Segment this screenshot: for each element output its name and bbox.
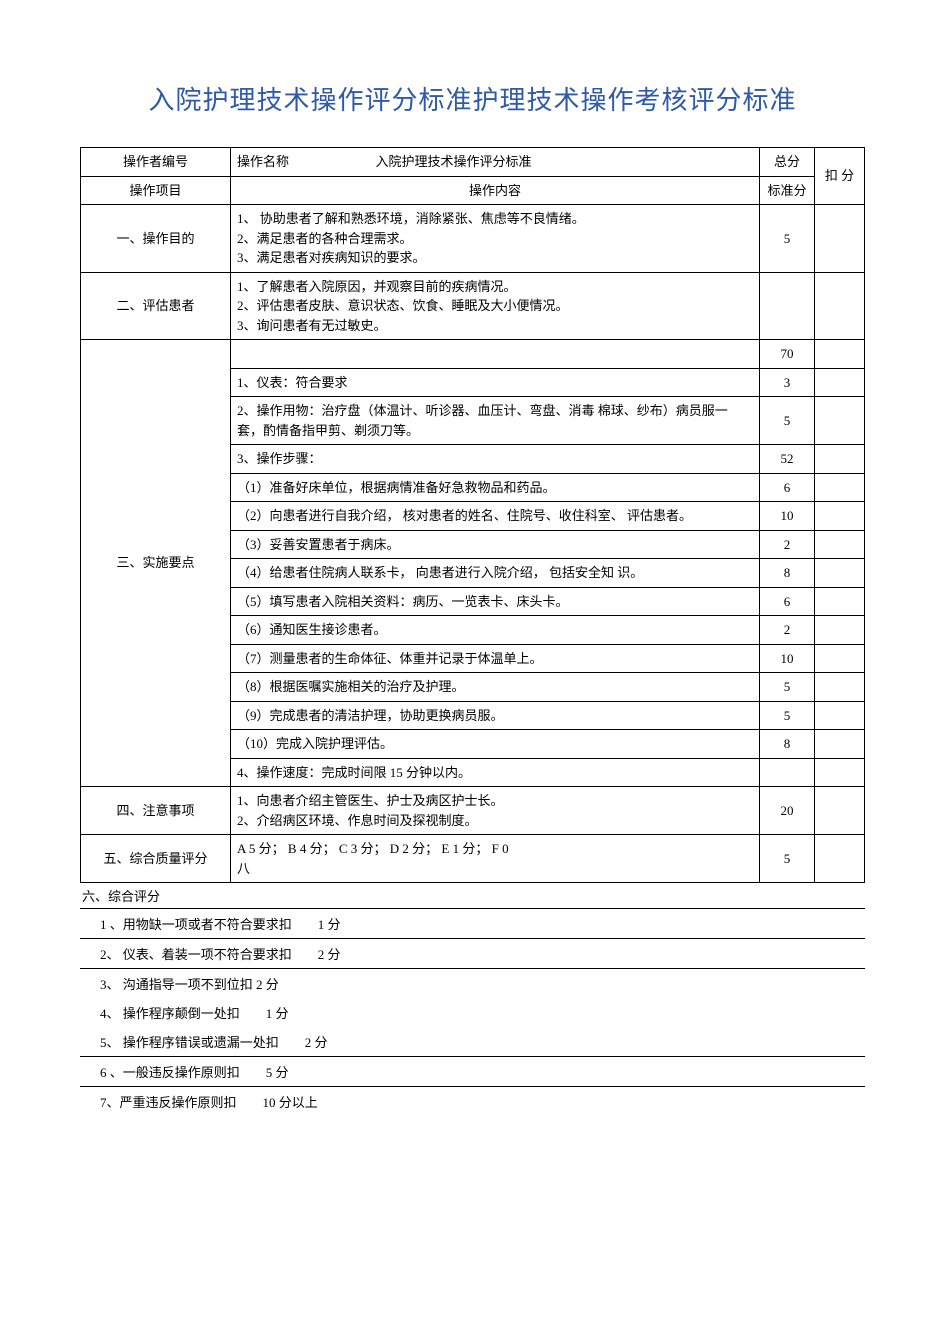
section-1-name: 一、操作目的: [81, 205, 231, 273]
op-name-label: 操作名称: [237, 154, 289, 169]
section-5-content: A 5 分； B 4 分； C 3 分； D 2 分； E 1 分； F 0 八: [231, 835, 760, 883]
section-2-score: [760, 272, 815, 340]
s3-r3-9-text: （9）完成患者的清洁护理，协助更换病员服。: [231, 701, 760, 730]
deduct-cell: [815, 616, 865, 645]
section-1-score: 5: [760, 205, 815, 273]
page-title: 入院护理技术操作评分标准护理技术操作考核评分标准: [80, 80, 865, 117]
footer-s6: 六、综合评分: [80, 883, 865, 909]
footer-l7: 7、严重违反操作原则扣 10 分以上: [80, 1087, 865, 1116]
s3-r3-1-text: （1）准备好床单位，根据病情准备好急救物品和药品。: [231, 473, 760, 502]
deduct-cell: [815, 758, 865, 787]
deduct-cell: [815, 835, 865, 883]
s3-r3-score: 52: [760, 445, 815, 474]
deduct-cell: [815, 340, 865, 369]
s3-r3-text: 3、操作步骤：: [231, 445, 760, 474]
section-3-top-score: 70: [760, 340, 815, 369]
section-5-score: 5: [760, 835, 815, 883]
section-4-content: 1、向患者介绍主管医生、护士及病区护士长。 2、介绍病区环境、作息时间及探视制度…: [231, 787, 760, 835]
s3-r3-4-text: （4）给患者住院病人联系卡， 向患者进行入院介绍， 包括安全知 识。: [231, 559, 760, 588]
op-num-label: 操作者编号: [81, 148, 231, 177]
s3-r1-score: 3: [760, 368, 815, 397]
section-2-name: 二、评估患者: [81, 272, 231, 340]
footer-l1: 1 、用物缺一项或者不符合要求扣 1 分: [80, 909, 865, 939]
scoring-table: 操作者编号 操作名称 入院护理技术操作评分标准 总分 扣 分 操作项目 操作内容…: [80, 147, 865, 883]
section-1-content: 1、 协助患者了解和熟悉环境，消除紧张、焦虑等不良情绪。 2、满足患者的各种合理…: [231, 205, 760, 273]
s3-r3-9-score: 5: [760, 701, 815, 730]
s3-r3-7-score: 10: [760, 644, 815, 673]
s3-r3-10-text: （10）完成入院护理评估。: [231, 730, 760, 759]
footer-l5: 5、 操作程序错误或遗漏一处扣 2 分: [80, 1027, 865, 1056]
footer-l4: 4、 操作程序颠倒一处扣 1 分: [80, 998, 865, 1027]
s3-r3-2-text: （2）向患者进行自我介绍， 核对患者的姓名、住院号、收住科室、 评估患者。: [231, 502, 760, 531]
table-row: 四、注意事项 1、向患者介绍主管医生、护士及病区护士长。 2、介绍病区环境、作息…: [81, 787, 865, 835]
deduct-cell: [815, 205, 865, 273]
table-row: 操作者编号 操作名称 入院护理技术操作评分标准 总分 扣 分: [81, 148, 865, 177]
footer-section: 六、综合评分 1 、用物缺一项或者不符合要求扣 1 分 2、 仪表、着装一项不符…: [80, 883, 865, 1116]
s3-r3-7-text: （7）测量患者的生命体征、体重并记录于体温单上。: [231, 644, 760, 673]
std-label: 标准分: [760, 176, 815, 205]
s3-r3-10-score: 8: [760, 730, 815, 759]
deduct-cell: [815, 445, 865, 474]
section-2-content: 1、了解患者入院原因，并观察目前的疾病情况。 2、评估患者皮肤、意识状态、饮食、…: [231, 272, 760, 340]
s3-r2-score: 5: [760, 397, 815, 445]
s3-r3-3-score: 2: [760, 530, 815, 559]
deduct-cell: [815, 587, 865, 616]
section-5-name: 五、综合质量评分: [81, 835, 231, 883]
deduct-cell: [815, 644, 865, 673]
table-row: 二、评估患者 1、了解患者入院原因，并观察目前的疾病情况。 2、评估患者皮肤、意…: [81, 272, 865, 340]
section-3-name: 三、实施要点: [81, 340, 231, 787]
s3-r4-text: 4、操作速度：完成时间限 15 分钟以内。: [231, 758, 760, 787]
s3-r3-5-score: 6: [760, 587, 815, 616]
total-label: 总分: [760, 148, 815, 177]
deduct-cell: [815, 502, 865, 531]
deduct-cell: [815, 530, 865, 559]
s3-r3-3-text: （3）妥善安置患者于病床。: [231, 530, 760, 559]
footer-l6: 6 、一般违反操作原则扣 5 分: [80, 1056, 865, 1087]
section-4-score: 20: [760, 787, 815, 835]
table-row: 操作项目 操作内容 标准分: [81, 176, 865, 205]
deduct-cell: [815, 701, 865, 730]
empty-cell: [231, 340, 760, 369]
deduct-cell: [815, 730, 865, 759]
table-row: 一、操作目的 1、 协助患者了解和熟悉环境，消除紧张、焦虑等不良情绪。 2、满足…: [81, 205, 865, 273]
deduct-label: 扣 分: [815, 148, 865, 205]
deduct-cell: [815, 673, 865, 702]
s3-r4-score: [760, 758, 815, 787]
s3-r3-8-score: 5: [760, 673, 815, 702]
section-4-name: 四、注意事项: [81, 787, 231, 835]
s3-r3-4-score: 8: [760, 559, 815, 588]
s3-r3-2-score: 10: [760, 502, 815, 531]
s3-r3-1-score: 6: [760, 473, 815, 502]
s3-r3-8-text: （8）根据医嘱实施相关的治疗及护理。: [231, 673, 760, 702]
deduct-cell: [815, 559, 865, 588]
deduct-cell: [815, 473, 865, 502]
deduct-cell: [815, 272, 865, 340]
table-row: 三、实施要点 70: [81, 340, 865, 369]
footer-l3: 3、 沟通指导一项不到位扣 2 分: [80, 969, 865, 998]
op-name-cell: 操作名称 入院护理技术操作评分标准: [231, 148, 760, 177]
footer-l2: 2、 仪表、着装一项不符合要求扣 2 分: [80, 939, 865, 969]
deduct-cell: [815, 368, 865, 397]
s3-r3-5-text: （5）填写患者入院相关资料：病历、一览表卡、床头卡。: [231, 587, 760, 616]
s3-r2-text: 2、操作用物：治疗盘（体温计、听诊器、血压计、弯盘、消毒 棉球、纱布）病员服一套…: [231, 397, 760, 445]
op-name-value: 入院护理技术操作评分标准: [376, 154, 532, 169]
table-row: 五、综合质量评分 A 5 分； B 4 分； C 3 分； D 2 分； E 1…: [81, 835, 865, 883]
deduct-cell: [815, 787, 865, 835]
s3-r1-text: 1、仪表：符合要求: [231, 368, 760, 397]
item-label: 操作项目: [81, 176, 231, 205]
s3-r3-6-text: （6）通知医生接诊患者。: [231, 616, 760, 645]
s3-r3-6-score: 2: [760, 616, 815, 645]
deduct-cell: [815, 397, 865, 445]
content-label: 操作内容: [231, 176, 760, 205]
